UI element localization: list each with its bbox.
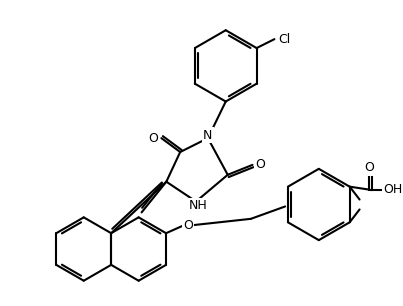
Text: Cl: Cl <box>278 33 291 46</box>
Text: O: O <box>364 161 374 174</box>
Text: O: O <box>149 132 158 145</box>
Text: O: O <box>256 159 265 171</box>
Text: OH: OH <box>383 183 403 196</box>
Text: N: N <box>203 129 213 142</box>
Text: NH: NH <box>189 199 208 212</box>
Text: O: O <box>183 219 193 232</box>
